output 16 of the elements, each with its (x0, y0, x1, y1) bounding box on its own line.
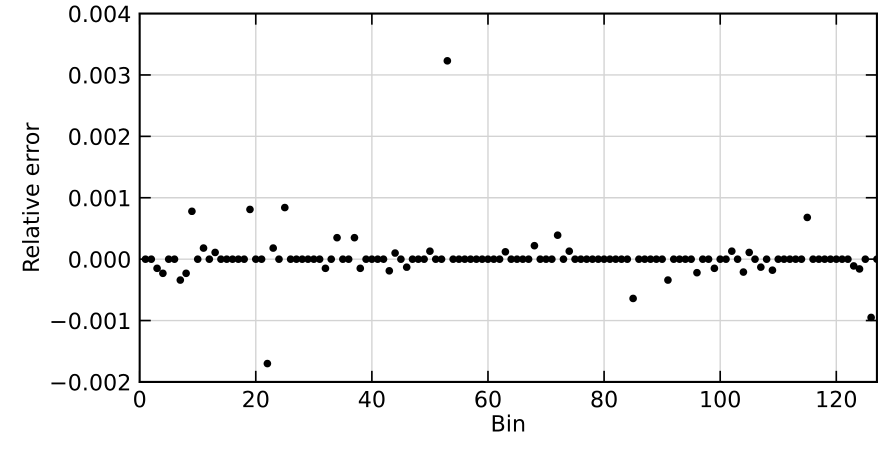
x-tick-label: 60 (475, 390, 501, 408)
x-tick-label: 0 (134, 390, 146, 408)
y-tick-label: −0.002 (51, 374, 130, 391)
x-tick-label: 40 (358, 390, 385, 408)
y-tick-label: 0.003 (69, 66, 130, 84)
x-tick-label: 80 (591, 390, 617, 408)
x-tick-label: 20 (243, 390, 268, 408)
x-axis-title: Bin (492, 414, 524, 432)
x-tick-label: 100 (701, 390, 740, 408)
y-tick-label: −0.001 (51, 312, 130, 330)
y-tick-label: 0.000 (69, 251, 130, 268)
x-tick-label: 120 (818, 390, 856, 408)
y-tick-label: 0.001 (69, 190, 130, 207)
y-tick-label: 0.002 (69, 128, 130, 146)
y-tick-label: 0.004 (69, 6, 130, 22)
y-axis-title: Relative error (22, 122, 40, 271)
